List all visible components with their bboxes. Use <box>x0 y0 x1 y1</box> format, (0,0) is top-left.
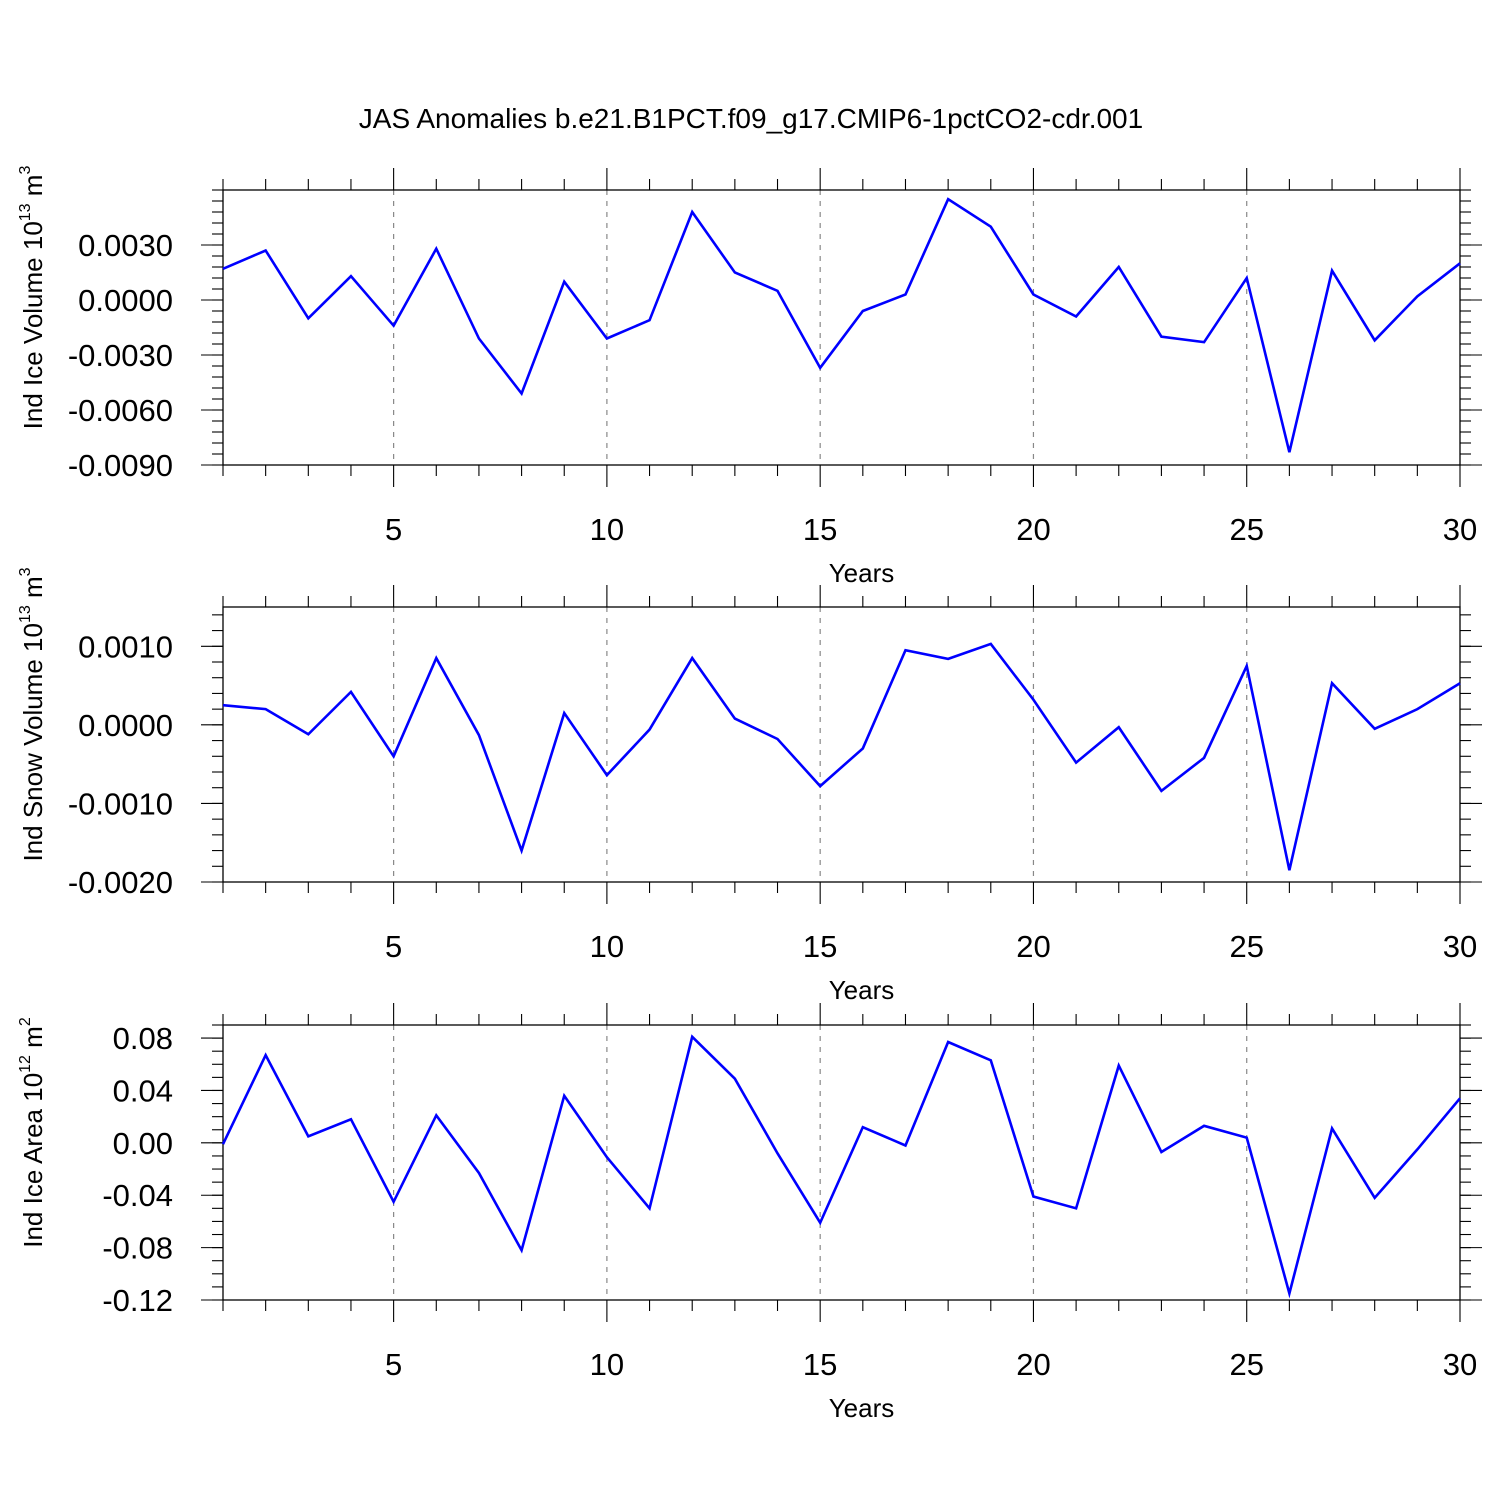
y-tick-label: -0.08 <box>102 1231 173 1266</box>
x-tick-label: 20 <box>1016 929 1050 964</box>
y-tick-label: -0.0090 <box>68 448 173 483</box>
y-axis-label-unit-exponent: 3 <box>17 567 34 576</box>
y-tick-label: -0.0010 <box>68 786 173 821</box>
y-tick-label: 0.0000 <box>78 283 173 318</box>
y-tick-label: -0.0030 <box>68 338 173 373</box>
y-axis-label-text: Ind Ice Volume 10 <box>18 221 48 429</box>
panels: 5 10 15 20 25 30Years0.00300.0000-0.0030-0.00… <box>17 166 1482 1423</box>
y-axis-label-unit-exponent: 3 <box>17 166 34 175</box>
x-tick-label: 5 <box>385 512 402 547</box>
y-axis-label-exponent: 13 <box>17 203 34 221</box>
plot-frame <box>222 189 1461 466</box>
y-tick-label: 0.0000 <box>78 708 173 743</box>
x-tick-label: 5 <box>385 929 402 964</box>
y-tick-label: -0.04 <box>102 1178 173 1213</box>
y-axis-label-exponent: 12 <box>17 1055 34 1073</box>
x-tick-label: 30 <box>1443 512 1477 547</box>
y-axis-label-unit: m <box>18 175 48 204</box>
x-tick-label: 10 <box>590 929 624 964</box>
x-axis-label: Years <box>829 558 895 588</box>
series-line-1 <box>222 642 1461 871</box>
y-axis-label-exponent: 13 <box>17 605 34 623</box>
y-axis-label-text: Ind Snow Volume 10 <box>18 623 48 862</box>
x-tick-label: 30 <box>1443 929 1477 964</box>
y-tick-label: 0.0030 <box>78 228 173 263</box>
series-line-1 <box>221 1034 1461 1299</box>
y-tick-label: 0.0010 <box>78 629 173 664</box>
x-axis-label: Years <box>829 1393 895 1423</box>
y-tick-label: 0.04 <box>113 1073 173 1108</box>
x-axis-label: Years <box>829 975 895 1005</box>
x-tick-label: 25 <box>1229 1347 1263 1382</box>
y-axis-label-unit: m <box>18 1026 48 1055</box>
x-tick-label: 25 <box>1229 512 1263 547</box>
series-line-1 <box>222 197 1461 453</box>
x-tick-label: 15 <box>803 929 837 964</box>
y-axis-label: Ind Ice Area 1012 m2 <box>17 1017 48 1248</box>
panel-3: 5 10 15 20 25 30 Years 0.08 0.04 0.00 -0.04 -0.08 -0… <box>17 1003 1482 1423</box>
y-axis-label-text: Ind Ice Area 10 <box>18 1073 48 1248</box>
y-axis-label-unit-exponent: 2 <box>17 1017 34 1026</box>
x-tick-label: 5 <box>385 1347 402 1382</box>
x-tick-label: 10 <box>590 512 624 547</box>
x-tick-label: 30 <box>1443 1347 1477 1382</box>
y-tick-label: 0.08 <box>113 1021 173 1056</box>
x-tick-label: 15 <box>803 512 837 547</box>
panel-2: 5 10 15 20 25 30 Years 0.0010 0.0000 -0.0010 -0.00… <box>17 567 1482 1005</box>
plot-frame <box>222 1024 1461 1301</box>
x-tick-label: 10 <box>590 1347 624 1382</box>
y-axis-label: Ind Ice Volume 1013 m3 <box>17 166 48 430</box>
x-tick-label: 20 <box>1016 1347 1050 1382</box>
plot-frame <box>222 606 1461 883</box>
y-tick-label: -0.0020 <box>68 865 173 900</box>
x-tick-label: 20 <box>1016 512 1050 547</box>
y-tick-label: -0.0060 <box>68 393 173 428</box>
y-tick-label: 0.00 <box>113 1126 173 1161</box>
panel-1: 5 10 15 20 25 30 Years 0.0030 0.0000 -0.0030 -0.00… <box>17 166 1482 588</box>
y-axis-label-unit: m <box>18 576 48 605</box>
y-tick-label: -0.12 <box>102 1283 173 1318</box>
x-tick-label: 25 <box>1229 929 1263 964</box>
y-axis-label: Ind Snow Volume 1013 m3 <box>17 567 48 861</box>
chart-title: JAS Anomalies b.e21.B1PCT.f09_g17.CMIP6-… <box>359 103 1143 134</box>
x-tick-label: 15 <box>803 1347 837 1382</box>
